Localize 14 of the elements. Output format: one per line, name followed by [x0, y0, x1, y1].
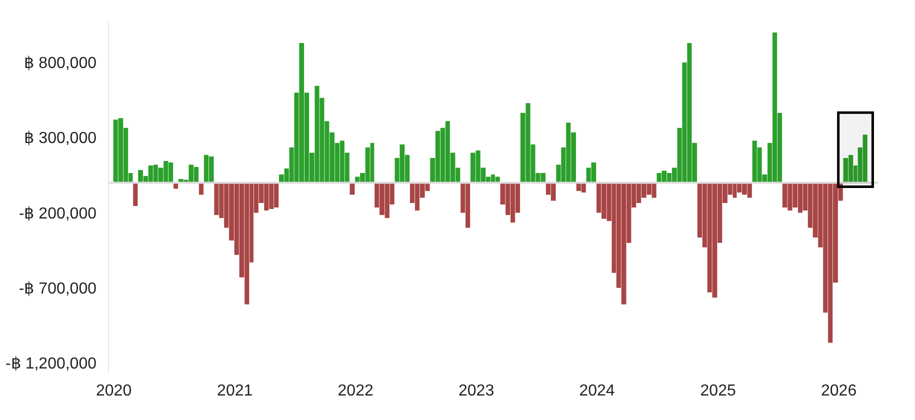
y-tick-label: -฿ 700,000: [18, 280, 97, 298]
x-tick-label: 2024: [579, 382, 615, 400]
y-tick-label: -฿ 1,200,000: [6, 355, 97, 372]
bar: [198, 182, 204, 195]
x-tick-label: 2022: [338, 382, 374, 400]
y-tick-label: -฿ 200,000: [18, 205, 97, 222]
y-tick-label: ฿ 300,000: [24, 130, 97, 148]
x-tick-label: 2023: [458, 382, 494, 400]
x-tick-label: 2021: [217, 382, 253, 400]
bar: [133, 182, 138, 206]
x-tick-label: 2026: [821, 382, 857, 400]
x-tick-label: 2020: [96, 382, 132, 400]
x-tick-label: 2025: [700, 382, 736, 400]
y-tick-label: ฿ 800,000: [24, 55, 97, 72]
